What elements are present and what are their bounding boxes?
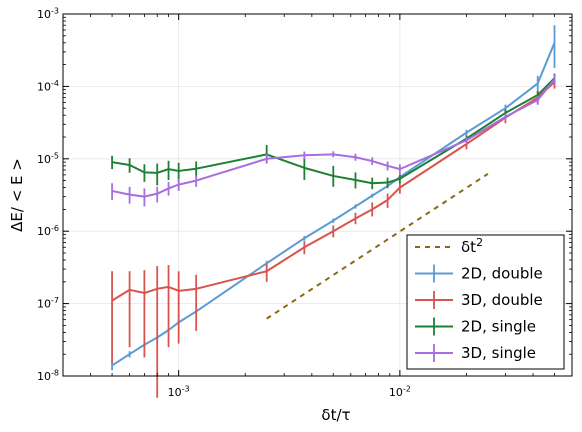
legend-entry-1: 2D, double — [415, 264, 543, 283]
y-tick-label-exponent: -5 — [51, 151, 59, 160]
legend-label: 3D, double — [461, 291, 543, 309]
series-line — [111, 81, 556, 302]
x-axis-title: δt/τ — [321, 406, 350, 424]
x-tick-label-base: 10 — [389, 386, 403, 399]
y-tick-label-base: 10 — [37, 8, 51, 21]
y-tick-label-exponent: -3 — [51, 7, 59, 16]
x-tick-label: 10-2 — [389, 385, 411, 399]
y-tick-label-base: 10 — [37, 225, 51, 238]
legend-label: 2D, double — [461, 265, 543, 283]
x-tick-label: 10-3 — [168, 385, 190, 399]
y-tick-label-exponent: -6 — [51, 224, 59, 233]
reference-line-layer — [266, 172, 489, 320]
series-line — [111, 42, 556, 367]
y-tick-label-exponent: -4 — [51, 79, 59, 88]
y-tick-label-exponent: -8 — [51, 369, 59, 378]
y-tick-label-base: 10 — [37, 153, 51, 166]
series-line — [111, 77, 556, 185]
legend-entry-3: 2D, single — [415, 317, 536, 336]
legend-label-dt2-exponent: 2 — [476, 236, 483, 249]
series-layer — [111, 25, 556, 398]
y-tick-label: 10-8 — [37, 369, 59, 383]
y-tick-label: 10-4 — [37, 79, 59, 93]
legend-label: 2D, single — [461, 318, 536, 336]
y-axis-title: ΔE/ < E > — [8, 158, 26, 232]
y-tick-label-base: 10 — [37, 298, 51, 311]
series-4 — [111, 74, 556, 207]
legend-entry-4: 3D, single — [415, 344, 536, 362]
legend-label-dt2: δt2 — [461, 236, 483, 256]
legend: δt2 2D, double 3D, double 2D, single 3D, sin… — [406, 234, 565, 370]
y-tick-label-base: 10 — [37, 370, 51, 383]
y-tick-label-base: 10 — [37, 80, 51, 93]
series-line — [111, 78, 556, 198]
legend-label-dt2-base: δt — [461, 238, 476, 256]
y-tick-label: 10-5 — [37, 151, 59, 165]
y-tick-label-exponent: -7 — [51, 296, 59, 305]
series-2 — [111, 75, 556, 398]
y-tick-label: 10-3 — [37, 7, 59, 21]
x-tick-label-exponent: -2 — [403, 385, 411, 394]
legend-entry-2: 3D, double — [415, 291, 543, 309]
y-tick-label: 10-6 — [37, 224, 59, 238]
y-tick-label: 10-7 — [37, 296, 59, 310]
x-tick-label-exponent: -3 — [182, 385, 190, 394]
series-3 — [111, 73, 556, 190]
axis-ticks: 10-3 10-210-810-710-610-510-410-3 — [37, 7, 573, 399]
reference-line-dt2 — [266, 172, 489, 320]
legend-label: 3D, single — [461, 344, 536, 362]
x-tick-label-base: 10 — [168, 386, 182, 399]
plot-frame — [62, 13, 573, 377]
